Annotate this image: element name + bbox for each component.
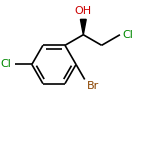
Text: OH: OH [75, 7, 92, 16]
Text: Cl: Cl [1, 59, 12, 69]
Text: Br: Br [87, 81, 99, 91]
Text: Cl: Cl [123, 30, 134, 40]
Polygon shape [80, 19, 86, 35]
